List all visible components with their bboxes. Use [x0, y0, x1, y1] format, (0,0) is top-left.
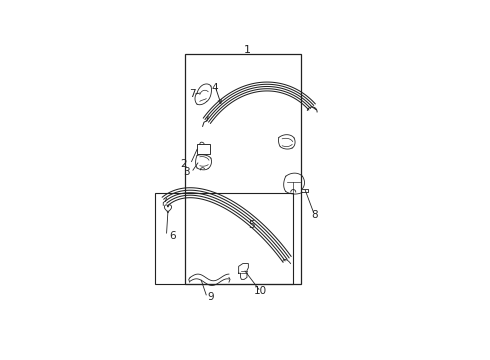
- Text: 9: 9: [208, 292, 214, 302]
- Text: 2: 2: [180, 159, 187, 169]
- Text: 3: 3: [183, 167, 189, 177]
- Bar: [185, 54, 301, 284]
- Text: 8: 8: [312, 210, 318, 220]
- Text: 6: 6: [169, 231, 175, 241]
- Text: 5: 5: [248, 220, 254, 230]
- Text: 4: 4: [212, 82, 219, 93]
- Bar: [155, 193, 293, 284]
- Text: 10: 10: [254, 286, 268, 296]
- Text: 1: 1: [244, 45, 250, 55]
- Text: 7: 7: [190, 90, 196, 99]
- Bar: [197, 144, 210, 154]
